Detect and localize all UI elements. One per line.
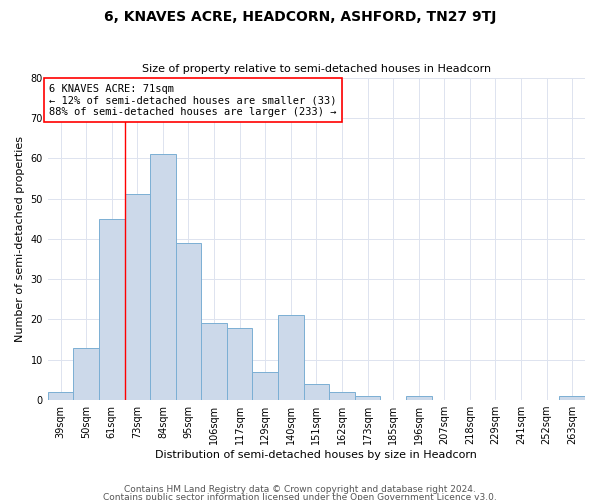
Bar — [99, 218, 125, 400]
Bar — [355, 396, 380, 400]
Bar — [329, 392, 355, 400]
X-axis label: Distribution of semi-detached houses by size in Headcorn: Distribution of semi-detached houses by … — [155, 450, 478, 460]
Bar — [253, 372, 278, 400]
Bar — [150, 154, 176, 400]
Bar — [278, 316, 304, 400]
Bar — [227, 328, 253, 400]
Bar — [125, 194, 150, 400]
Text: Contains public sector information licensed under the Open Government Licence v3: Contains public sector information licen… — [103, 492, 497, 500]
Bar — [304, 384, 329, 400]
Text: 6 KNAVES ACRE: 71sqm
← 12% of semi-detached houses are smaller (33)
88% of semi-: 6 KNAVES ACRE: 71sqm ← 12% of semi-detac… — [49, 84, 337, 117]
Title: Size of property relative to semi-detached houses in Headcorn: Size of property relative to semi-detach… — [142, 64, 491, 74]
Text: 6, KNAVES ACRE, HEADCORN, ASHFORD, TN27 9TJ: 6, KNAVES ACRE, HEADCORN, ASHFORD, TN27 … — [104, 10, 496, 24]
Y-axis label: Number of semi-detached properties: Number of semi-detached properties — [15, 136, 25, 342]
Bar — [73, 348, 99, 400]
Text: Contains HM Land Registry data © Crown copyright and database right 2024.: Contains HM Land Registry data © Crown c… — [124, 486, 476, 494]
Bar — [201, 324, 227, 400]
Bar — [48, 392, 73, 400]
Bar — [559, 396, 585, 400]
Bar — [176, 243, 201, 400]
Bar — [406, 396, 431, 400]
